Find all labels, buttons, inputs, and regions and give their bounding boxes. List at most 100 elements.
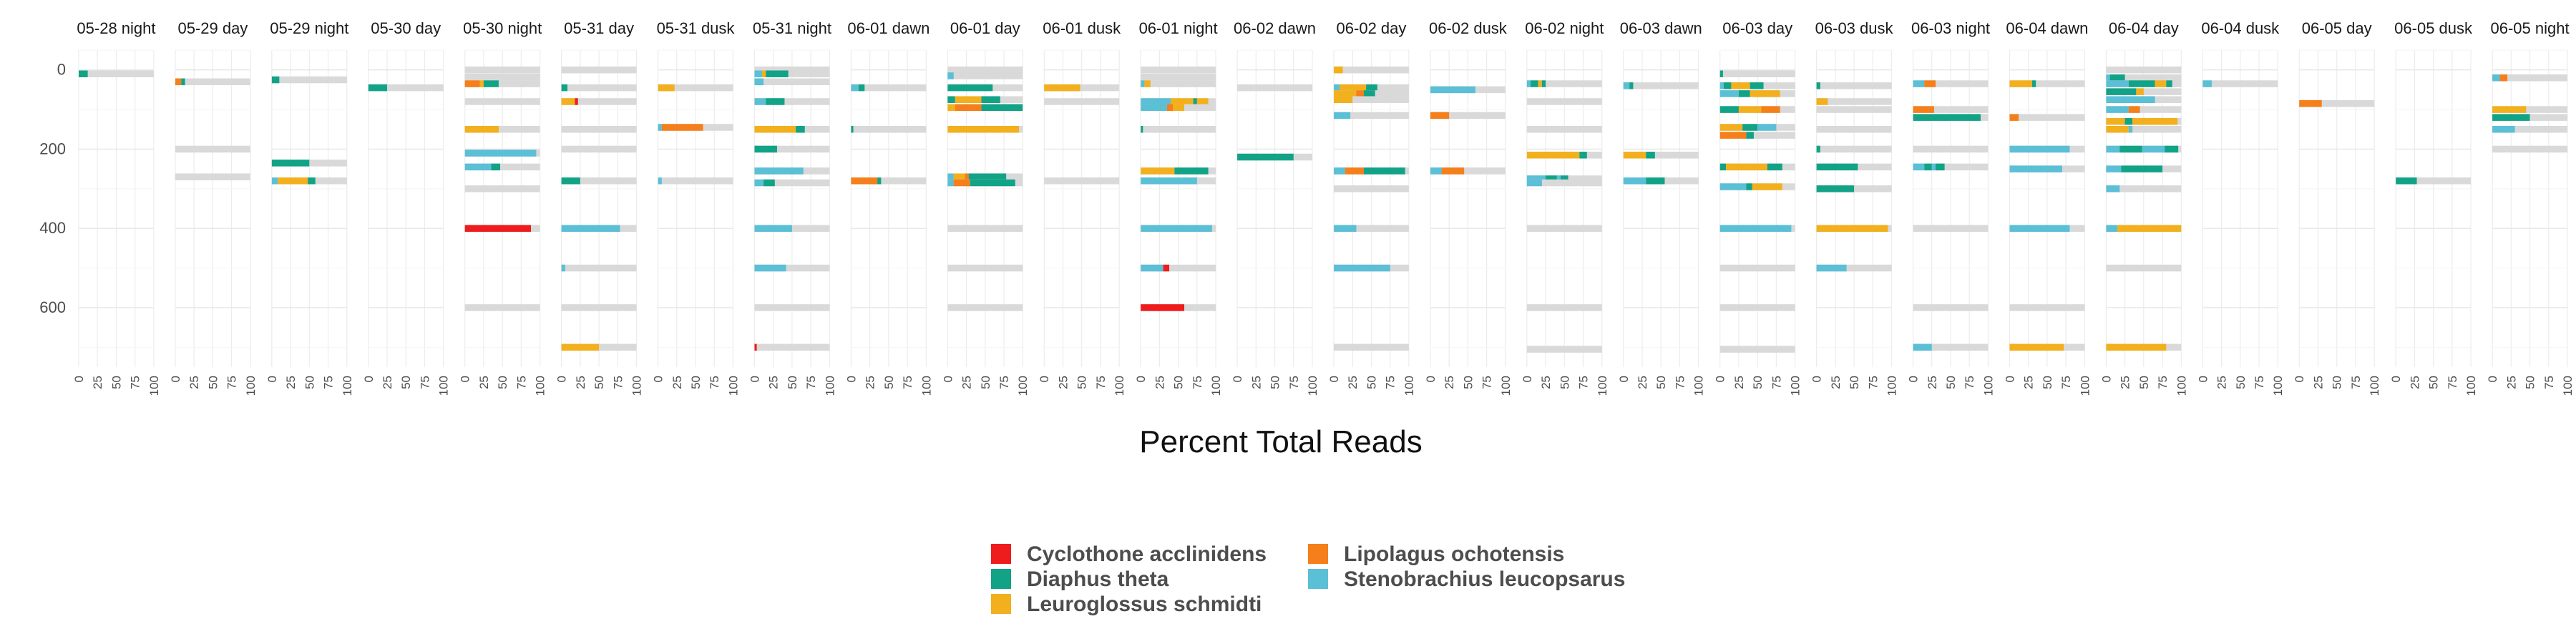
bar-segment-stenobrachius-leucopsarus: [2106, 74, 2110, 82]
x-axis-label: Percent Total Reads: [1139, 424, 1422, 459]
bar-segment-stenobrachius-leucopsarus: [1334, 84, 1340, 92]
bar-segment-leuroglossus-schmidti: [2117, 225, 2182, 232]
x-tick-label: 100: [1402, 376, 1416, 396]
x-tick-label: 25: [2504, 376, 2518, 389]
bar-background: [1816, 98, 1892, 105]
facet-panel: 06-05 day 0 25 50 75 100: [2293, 19, 2381, 396]
bar-segment-stenobrachius-leucopsarus: [1556, 175, 1561, 182]
bar-segment-leuroglossus-schmidti: [561, 98, 575, 105]
bar-background: [2106, 106, 2182, 113]
bar-segment-stenobrachius-leucopsarus: [658, 177, 662, 185]
x-tick-label: 0: [1424, 376, 1438, 382]
bar-background: [1526, 225, 1602, 232]
bar-background: [1719, 264, 1795, 272]
legend-label-cyclothone-acclinidens: Cyclothone acclinidens: [1027, 542, 1267, 566]
bar-background: [754, 70, 830, 77]
bar-segment-diaphus-theta: [1723, 82, 1732, 89]
bar-segment-leuroglossus-schmidti: [1334, 66, 1343, 74]
bar-segment-stenobrachius-leucopsarus: [2128, 126, 2133, 133]
bar-background: [2396, 177, 2472, 185]
bar-segment-leuroglossus-schmidti: [1719, 124, 1743, 131]
bar-background: [851, 177, 927, 185]
facet-panel: 06-05 dusk 0 25 50 75 100: [2389, 19, 2478, 396]
x-tick-label: 50: [2524, 376, 2537, 389]
bar-segment-diaphus-theta: [1750, 82, 1764, 89]
bar-segment-lipolagus-ochotensis: [1441, 167, 1465, 175]
bar-segment-diaphus-theta: [561, 84, 568, 92]
facet-label: 06-01 dawn: [847, 19, 930, 37]
bar-segment-diaphus-theta: [2031, 80, 2036, 87]
bar-segment-diaphus-theta: [754, 145, 777, 153]
bar-segment-stenobrachius-leucopsarus: [2142, 145, 2165, 153]
bar-background: [1141, 80, 1216, 87]
bar-background: [1526, 179, 1602, 187]
bar-segment-lipolagus-ochotensis: [1913, 106, 1934, 113]
x-tick-label: 0: [1810, 376, 1824, 382]
bar-segment-diaphus-theta: [2109, 74, 2125, 82]
facet-label: 05-31 day: [564, 19, 634, 37]
bar-background: [2492, 74, 2567, 82]
bar-segment-stenobrachius-leucopsarus: [1719, 82, 1724, 89]
x-tick-label: 25: [2022, 376, 2036, 389]
facet-label: 05-30 night: [463, 19, 542, 37]
bar-segment-diaphus-theta: [877, 177, 882, 185]
x-tick-label: 75: [1770, 376, 1783, 389]
bar-background: [947, 264, 1023, 272]
legend-label-stenobrachius-leucopsarus: Stenobrachius leucopsarus: [1344, 567, 1625, 591]
bar-background: [754, 145, 830, 153]
x-tick-label: 75: [225, 376, 239, 389]
x-tick-label: 0: [2003, 376, 2016, 382]
bar-segment-stenobrachius-leucopsarus: [754, 167, 804, 175]
facet-label: 06-01 dusk: [1043, 19, 1121, 37]
bar-background: [2009, 114, 2085, 121]
x-tick-label: 0: [2293, 376, 2306, 382]
x-tick-label: 25: [187, 376, 201, 389]
x-tick-label: 25: [2119, 376, 2132, 389]
bar-background: [947, 304, 1023, 311]
bar-segment-diaphus-theta: [271, 76, 280, 84]
x-tick-label: 25: [1153, 376, 1166, 389]
x-tick-label: 0: [2196, 376, 2210, 382]
bar-background: [1816, 106, 1892, 113]
bar-segment-lipolagus-ochotensis: [175, 78, 182, 86]
x-tick-label: 0: [941, 376, 955, 382]
facet-label: 06-02 dawn: [1234, 19, 1316, 37]
bar-background: [2299, 100, 2375, 107]
bar-background: [1334, 185, 1409, 192]
bar-segment-stenobrachius-leucopsarus: [1526, 179, 1542, 187]
bar-background: [2106, 185, 2182, 192]
bar-background: [754, 304, 830, 311]
bar-segment-diaphus-theta: [1546, 175, 1557, 182]
x-tick-label: 50: [109, 376, 123, 389]
bar-background: [1623, 82, 1699, 89]
bar-segment-leuroglossus-schmidti: [1196, 98, 1209, 105]
bar-background: [1816, 126, 1892, 133]
bar-segment-leuroglossus-schmidti: [1173, 104, 1185, 112]
x-tick-label: 0: [1617, 376, 1631, 382]
x-tick-label: 0: [1134, 376, 1148, 382]
x-tick-label: 100: [2271, 376, 2285, 396]
x-tick-label: 50: [1269, 376, 1282, 389]
facet-panel: 06-01 day 0 25 50 75 100: [941, 19, 1030, 396]
facet-panel: 06-01 dusk 0 25 50 75 100: [1038, 19, 1126, 396]
bar-background: [1623, 151, 1699, 159]
bar-segment-diaphus-theta: [1629, 82, 1634, 89]
bar-segment-diaphus-theta: [766, 98, 785, 105]
bar-segment-leuroglossus-schmidti: [1726, 163, 1767, 171]
bar-background: [658, 84, 733, 92]
x-tick-label: 75: [322, 376, 336, 389]
bar-segment-cyclothone-acclinidens: [575, 98, 578, 105]
bar-background: [1913, 145, 1989, 153]
bar-background: [754, 264, 830, 272]
bar-segment-diaphus-theta: [2165, 145, 2179, 153]
bar-segment-stenobrachius-leucopsarus: [1816, 264, 1847, 272]
bar-background: [754, 98, 830, 105]
bar-segment-stenobrachius-leucopsarus: [1141, 80, 1145, 87]
bar-segment-leuroglossus-schmidti: [1752, 183, 1782, 190]
bar-background: [754, 78, 830, 86]
bar-segment-leuroglossus-schmidti: [1731, 82, 1750, 89]
x-tick-label: 25: [960, 376, 974, 389]
bar-segment-leuroglossus-schmidti: [1334, 96, 1353, 103]
x-tick-label: 50: [303, 376, 316, 389]
